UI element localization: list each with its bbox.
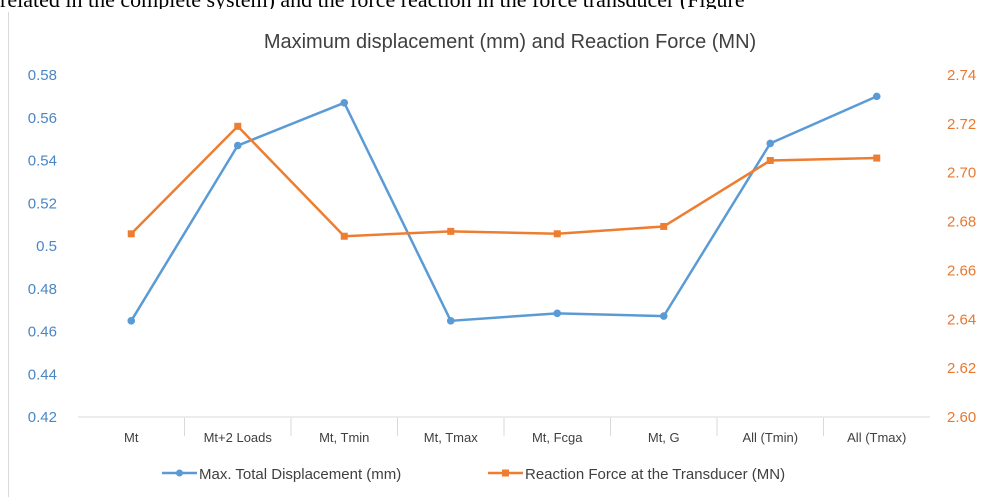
data-point-displacement xyxy=(127,317,136,325)
x-tick-label: Mt, G xyxy=(648,430,680,445)
legend-label-displacement: Max. Total Displacement (mm) xyxy=(199,466,401,483)
left-tick-label: 0.52 xyxy=(28,195,57,212)
right-tick-label: 2.68 xyxy=(947,214,976,231)
data-point-displacement xyxy=(233,141,242,150)
legend-marker-reaction-force xyxy=(502,469,509,477)
caption-text: related in the complete system) and the … xyxy=(0,0,999,9)
x-tick-label: Mt, Tmax xyxy=(424,430,478,445)
data-point-displacement xyxy=(340,98,349,107)
data-point-reaction-force xyxy=(127,230,135,238)
data-point-displacement xyxy=(553,309,562,318)
right-tick-label: 2.72 xyxy=(947,116,976,133)
legend: Max. Total Displacement (mm) Reaction Fo… xyxy=(162,466,785,483)
x-tick-label: All (Tmin) xyxy=(742,430,798,445)
data-point-displacement xyxy=(766,139,775,148)
right-tick-label: 2.66 xyxy=(947,262,976,279)
x-tick-label: All (Tmax) xyxy=(847,430,906,445)
right-tick-label: 2.62 xyxy=(947,360,976,377)
series-lines xyxy=(127,92,881,325)
left-tick-label: 0.56 xyxy=(28,110,57,127)
legend-marker-displacement xyxy=(176,469,183,477)
legend-label-reaction-force: Reaction Force at the Transducer (MN) xyxy=(525,466,785,483)
x-tick-label: Mt, Fcga xyxy=(532,430,583,445)
x-axis-ticks: Mt Mt+2 Loads Mt, Tmin Mt, Tmax Mt, Fcga Mt, … xyxy=(124,430,906,445)
data-point-displacement xyxy=(872,92,881,101)
data-point-displacement xyxy=(659,312,668,320)
x-tick-label: Mt, Tmin xyxy=(319,430,369,445)
data-point-reaction-force xyxy=(660,222,668,230)
left-tick-label: 0.5 xyxy=(36,238,57,255)
data-point-reaction-force xyxy=(234,122,242,130)
right-tick-label: 2.74 xyxy=(947,67,976,84)
data-point-reaction-force xyxy=(766,157,774,164)
chart-frame xyxy=(8,12,9,497)
data-point-reaction-force xyxy=(340,232,348,240)
x-tick-label: Mt+2 Loads xyxy=(204,430,273,445)
category-dividers xyxy=(184,418,824,436)
left-tick-label: 0.42 xyxy=(28,409,57,426)
chart-title: Maximum displacement (mm) and Reaction F… xyxy=(264,31,756,53)
x-tick-label: Mt xyxy=(124,430,139,445)
data-point-displacement xyxy=(446,317,455,325)
data-point-reaction-force xyxy=(873,154,881,162)
legend-item-displacement: Max. Total Displacement (mm) xyxy=(162,466,401,483)
data-point-reaction-force xyxy=(553,230,561,238)
left-tick-label: 0.46 xyxy=(28,324,57,341)
right-axis-ticks: 2.74 2.72 2.70 2.68 2.66 2.64 2.62 2.60 xyxy=(947,67,976,426)
left-axis-ticks: 0.58 0.56 0.54 0.52 0.5 0.48 0.46 0.44 0.42 xyxy=(28,67,57,426)
left-tick-label: 0.54 xyxy=(28,153,57,170)
left-tick-label: 0.48 xyxy=(28,281,57,298)
left-tick-label: 0.58 xyxy=(28,67,57,84)
right-tick-label: 2.60 xyxy=(947,409,976,426)
right-tick-label: 2.70 xyxy=(947,165,976,182)
left-tick-label: 0.44 xyxy=(28,366,57,383)
data-point-reaction-force xyxy=(447,227,455,235)
legend-item-reaction-force: Reaction Force at the Transducer (MN) xyxy=(488,466,785,483)
series-line-reaction-force xyxy=(130,125,877,238)
right-tick-label: 2.64 xyxy=(947,311,976,328)
